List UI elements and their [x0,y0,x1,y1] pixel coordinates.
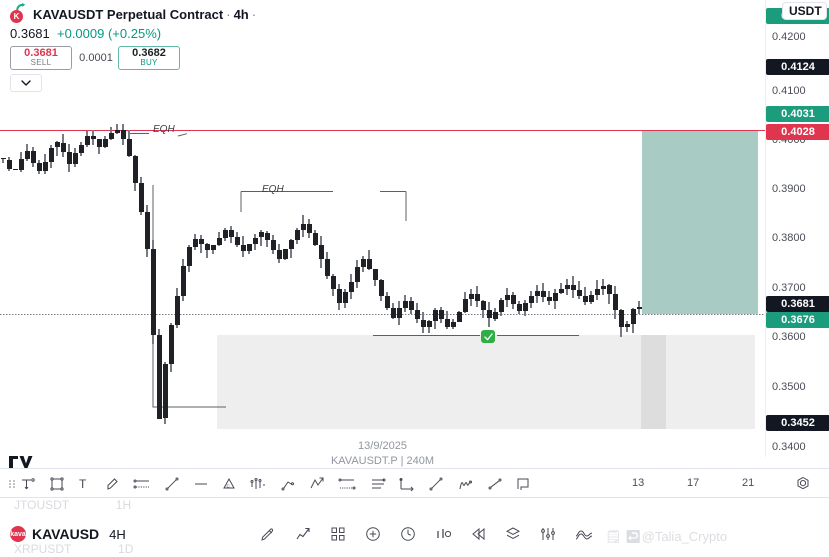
svg-text:T: T [79,477,87,491]
